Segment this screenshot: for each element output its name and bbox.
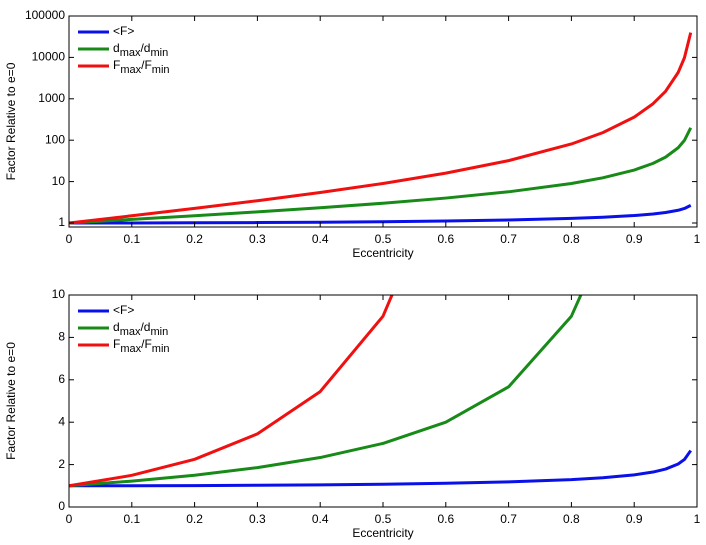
x-tick-label: 0.7 <box>500 232 517 246</box>
y-tick-label: 1000 <box>38 91 65 105</box>
legend-label-part: /d <box>140 41 150 55</box>
legend-label-part: d <box>113 41 120 55</box>
y-axis-label: Factor Relative to e=0 <box>4 342 18 460</box>
legend-label-part: F <box>113 58 120 72</box>
x-tick-label: 0.4 <box>312 512 329 526</box>
legend-label-part: min <box>152 64 170 76</box>
x-tick-label: 0.6 <box>437 232 454 246</box>
legend-label: dmax/dmin <box>113 41 168 59</box>
legend-label-part: <F> <box>113 24 134 38</box>
x-tick-label: 0 <box>66 512 73 526</box>
legend-label: dmax/dmin <box>113 320 168 338</box>
legend-label-part: F <box>113 337 120 351</box>
legend-label-part: max <box>120 64 141 76</box>
series-line <box>69 295 394 488</box>
x-tick-label: 0.8 <box>563 232 580 246</box>
x-tick-label: 0.4 <box>312 232 329 246</box>
legend-label-part: max <box>120 343 141 355</box>
x-axis-label: Eccentricity <box>352 526 413 540</box>
axes: 0 0.1 0.2 0.3 0.4 0.5 0.6 0.7 0.8 0.9 10246810Ecce… <box>4 287 701 540</box>
x-tick-label: 0.5 <box>375 232 392 246</box>
x-tick-label: 1 <box>694 512 701 526</box>
y-tick-label: 8 <box>58 330 65 344</box>
y-tick-label: 2 <box>58 457 65 471</box>
x-tick-label: 0.2 <box>186 512 203 526</box>
x-tick-label: 0 <box>66 232 73 246</box>
legend-label: <F> <box>113 303 134 317</box>
legend-label-part: max <box>120 326 141 338</box>
legend-label-part: /F <box>141 337 152 351</box>
x-tick-label: 0.1 <box>123 512 140 526</box>
y-tick-label: 10 <box>52 287 66 301</box>
plot-lines <box>69 295 692 488</box>
series-line <box>69 127 693 225</box>
y-tick-label: 10000 <box>32 50 66 64</box>
axes: 0 0.1 0.2 0.3 0.4 0.5 0.6 0.7 0.8 0.9 1 1 10 100 1000 1… <box>4 8 700 260</box>
legend-label-part: min <box>150 47 168 59</box>
y-tick-label: 0 <box>58 499 65 513</box>
x-axis-label: Eccentricity <box>352 246 413 260</box>
series-line <box>69 449 692 488</box>
x-tick-label: 0.2 <box>186 232 203 246</box>
y-tick-label: 4 <box>58 414 65 428</box>
legend-label-part: min <box>152 343 170 355</box>
x-tick-label: 0.5 <box>375 512 392 526</box>
legend-label-part: /F <box>141 58 152 72</box>
y-tick-label: 100 <box>45 132 65 146</box>
y-tick-label: 1 <box>58 215 65 229</box>
x-tick-label: 0.3 <box>249 232 266 246</box>
x-tick-label: 0.9 <box>626 512 643 526</box>
legend-label-part: <F> <box>113 303 134 317</box>
x-tick-label: 1 <box>694 232 701 246</box>
x-tick-label: 0.6 <box>437 512 454 526</box>
x-tick-label: 0.7 <box>500 512 517 526</box>
legend-label: Fmax/Fmin <box>113 58 170 76</box>
legend-label-part: /d <box>140 320 150 334</box>
legend-label-part: min <box>150 326 168 338</box>
series-line <box>69 204 692 225</box>
y-axis-label: Factor Relative to e=0 <box>4 62 18 180</box>
y-tick-label: 6 <box>58 372 65 386</box>
legend-label-part: max <box>120 47 141 59</box>
x-tick-label: 0.9 <box>626 232 643 246</box>
x-tick-label: 0.3 <box>249 512 266 526</box>
legend-label: <F> <box>113 24 134 38</box>
series-line <box>69 32 693 225</box>
plot-lines <box>69 32 693 225</box>
legend-label-part: d <box>113 320 120 334</box>
x-tick-label: 0.8 <box>563 512 580 526</box>
y-tick-label: 10 <box>52 174 66 188</box>
x-tick-label: 0.1 <box>123 232 140 246</box>
legend-label: Fmax/Fmin <box>113 337 170 355</box>
y-tick-label: 100000 <box>25 8 65 22</box>
series-line <box>69 295 583 488</box>
